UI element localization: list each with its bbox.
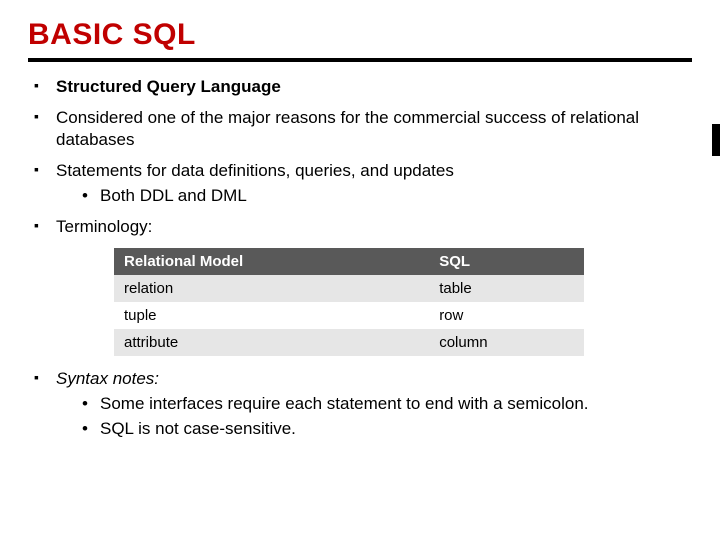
bullet-list: Structured Query Language Considered one… xyxy=(28,76,692,238)
bullet-item: Syntax notes: Some interfaces require ea… xyxy=(34,368,692,440)
table-cell: relation xyxy=(114,275,429,302)
bullet-text: Statements for data definitions, queries… xyxy=(56,161,454,180)
table-cell: column xyxy=(429,329,584,356)
sub-list: Some interfaces require each statement t… xyxy=(56,393,692,440)
bullet-item: Considered one of the major reasons for … xyxy=(34,107,692,150)
sub-bullet-item: Some interfaces require each statement t… xyxy=(82,393,692,414)
sub-bullet-item: Both DDL and DML xyxy=(82,185,692,206)
table-row: relation table xyxy=(114,275,584,302)
terminology-table: Relational Model SQL relation table tupl… xyxy=(114,248,584,356)
slide-container: BASIC SQL Structured Query Language Cons… xyxy=(0,0,720,540)
bullet-text: Terminology: xyxy=(56,217,152,236)
table-cell: row xyxy=(429,302,584,329)
title-underline xyxy=(28,58,692,62)
bullet-list-2: Syntax notes: Some interfaces require ea… xyxy=(28,368,692,440)
table-cell: table xyxy=(429,275,584,302)
table-cell: tuple xyxy=(114,302,429,329)
accent-strip xyxy=(712,124,720,156)
table-row: attribute column xyxy=(114,329,584,356)
sub-bullet-item: SQL is not case-sensitive. xyxy=(82,418,692,439)
bullet-text: Syntax notes: xyxy=(56,369,159,388)
table-header-cell: SQL xyxy=(429,248,584,275)
bullet-text: Considered one of the major reasons for … xyxy=(56,108,639,148)
bullet-item: Statements for data definitions, queries… xyxy=(34,160,692,207)
bullet-item: Terminology: xyxy=(34,216,692,237)
sub-bullet-text: Both DDL and DML xyxy=(100,186,247,205)
bullet-text: Structured Query Language xyxy=(56,77,281,96)
sub-bullet-text: Some interfaces require each statement t… xyxy=(100,394,589,413)
table-header-cell: Relational Model xyxy=(114,248,429,275)
page-number: 3 xyxy=(714,514,720,526)
slide-title: BASIC SQL xyxy=(28,18,692,52)
sub-bullet-text: SQL is not case-sensitive. xyxy=(100,419,296,438)
table-row: tuple row xyxy=(114,302,584,329)
bullet-item: Structured Query Language xyxy=(34,76,692,97)
table-header-row: Relational Model SQL xyxy=(114,248,584,275)
sub-list: Both DDL and DML xyxy=(56,185,692,206)
table-cell: attribute xyxy=(114,329,429,356)
